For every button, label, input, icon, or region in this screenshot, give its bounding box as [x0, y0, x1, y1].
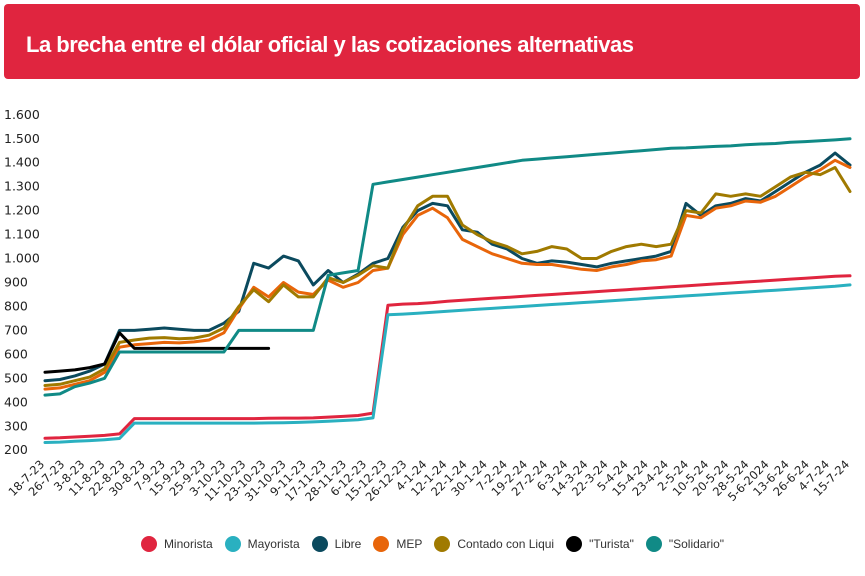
y-tick-label: 500 [4, 370, 28, 385]
legend-swatch [566, 536, 583, 552]
y-tick-label: 900 [4, 275, 28, 290]
y-tick-label: 1.200 [4, 203, 40, 218]
y-tick-label: 1.000 [4, 251, 40, 266]
legend-swatch [434, 536, 451, 552]
legend-label: "Turista" [589, 537, 634, 551]
series-line [43, 166, 852, 387]
y-tick-label: 1.600 [4, 107, 40, 122]
legend-item[interactable]: Mayorista [224, 536, 300, 552]
series-lines [43, 137, 852, 444]
legend-item[interactable]: Contado con Liqui [434, 536, 554, 552]
legend-swatch [311, 536, 328, 552]
legend: Minorista Mayorista Libre MEP Contado con Li… [0, 532, 865, 556]
y-tick-label: 1.100 [4, 227, 40, 242]
y-tick-label: 300 [4, 418, 28, 433]
legend-item[interactable]: "Turista" [566, 536, 634, 552]
x-axis: 18-7-2326-7-233-8-2311-8-2322-8-2330-8-2… [5, 457, 852, 504]
series-line [43, 274, 852, 440]
series-line [43, 137, 852, 397]
legend-item[interactable]: "Solidario" [645, 536, 725, 552]
y-tick-label: 1.300 [4, 179, 40, 194]
series-line [43, 331, 271, 374]
legend-label: Mayorista [247, 537, 300, 551]
series-line [43, 283, 852, 444]
legend-label: MEP [396, 537, 423, 551]
legend-item[interactable]: Libre [311, 536, 362, 552]
y-tick-label: 600 [4, 346, 28, 361]
legend-swatch [224, 536, 241, 552]
y-tick-label: 1.500 [4, 131, 40, 146]
y-tick-label: 700 [4, 322, 28, 337]
legend-label: Contado con Liqui [457, 537, 555, 551]
legend-label: "Solidario" [668, 537, 725, 551]
legend-swatch [645, 536, 662, 552]
legend-swatch [373, 536, 390, 552]
legend-label: Minorista [163, 537, 213, 551]
legend-label: Libre [334, 537, 362, 551]
chart-title: La brecha entre el dólar oficial y las c… [26, 32, 634, 57]
y-axis: 200 300 400 500 600 700 800 900 1.000 1.100 1.200 1… [4, 107, 40, 457]
chart-header: La brecha entre el dólar oficial y las c… [4, 4, 860, 79]
y-tick-label: 800 [4, 298, 28, 313]
y-tick-label: 400 [4, 394, 28, 409]
series-line [43, 151, 852, 383]
legend-item[interactable]: Minorista [140, 536, 213, 552]
legend-swatch [140, 536, 157, 552]
y-tick-label: 1.400 [4, 155, 40, 170]
legend-item[interactable]: MEP [373, 536, 422, 552]
y-tick-label: 200 [4, 442, 28, 457]
series-line [43, 158, 852, 391]
